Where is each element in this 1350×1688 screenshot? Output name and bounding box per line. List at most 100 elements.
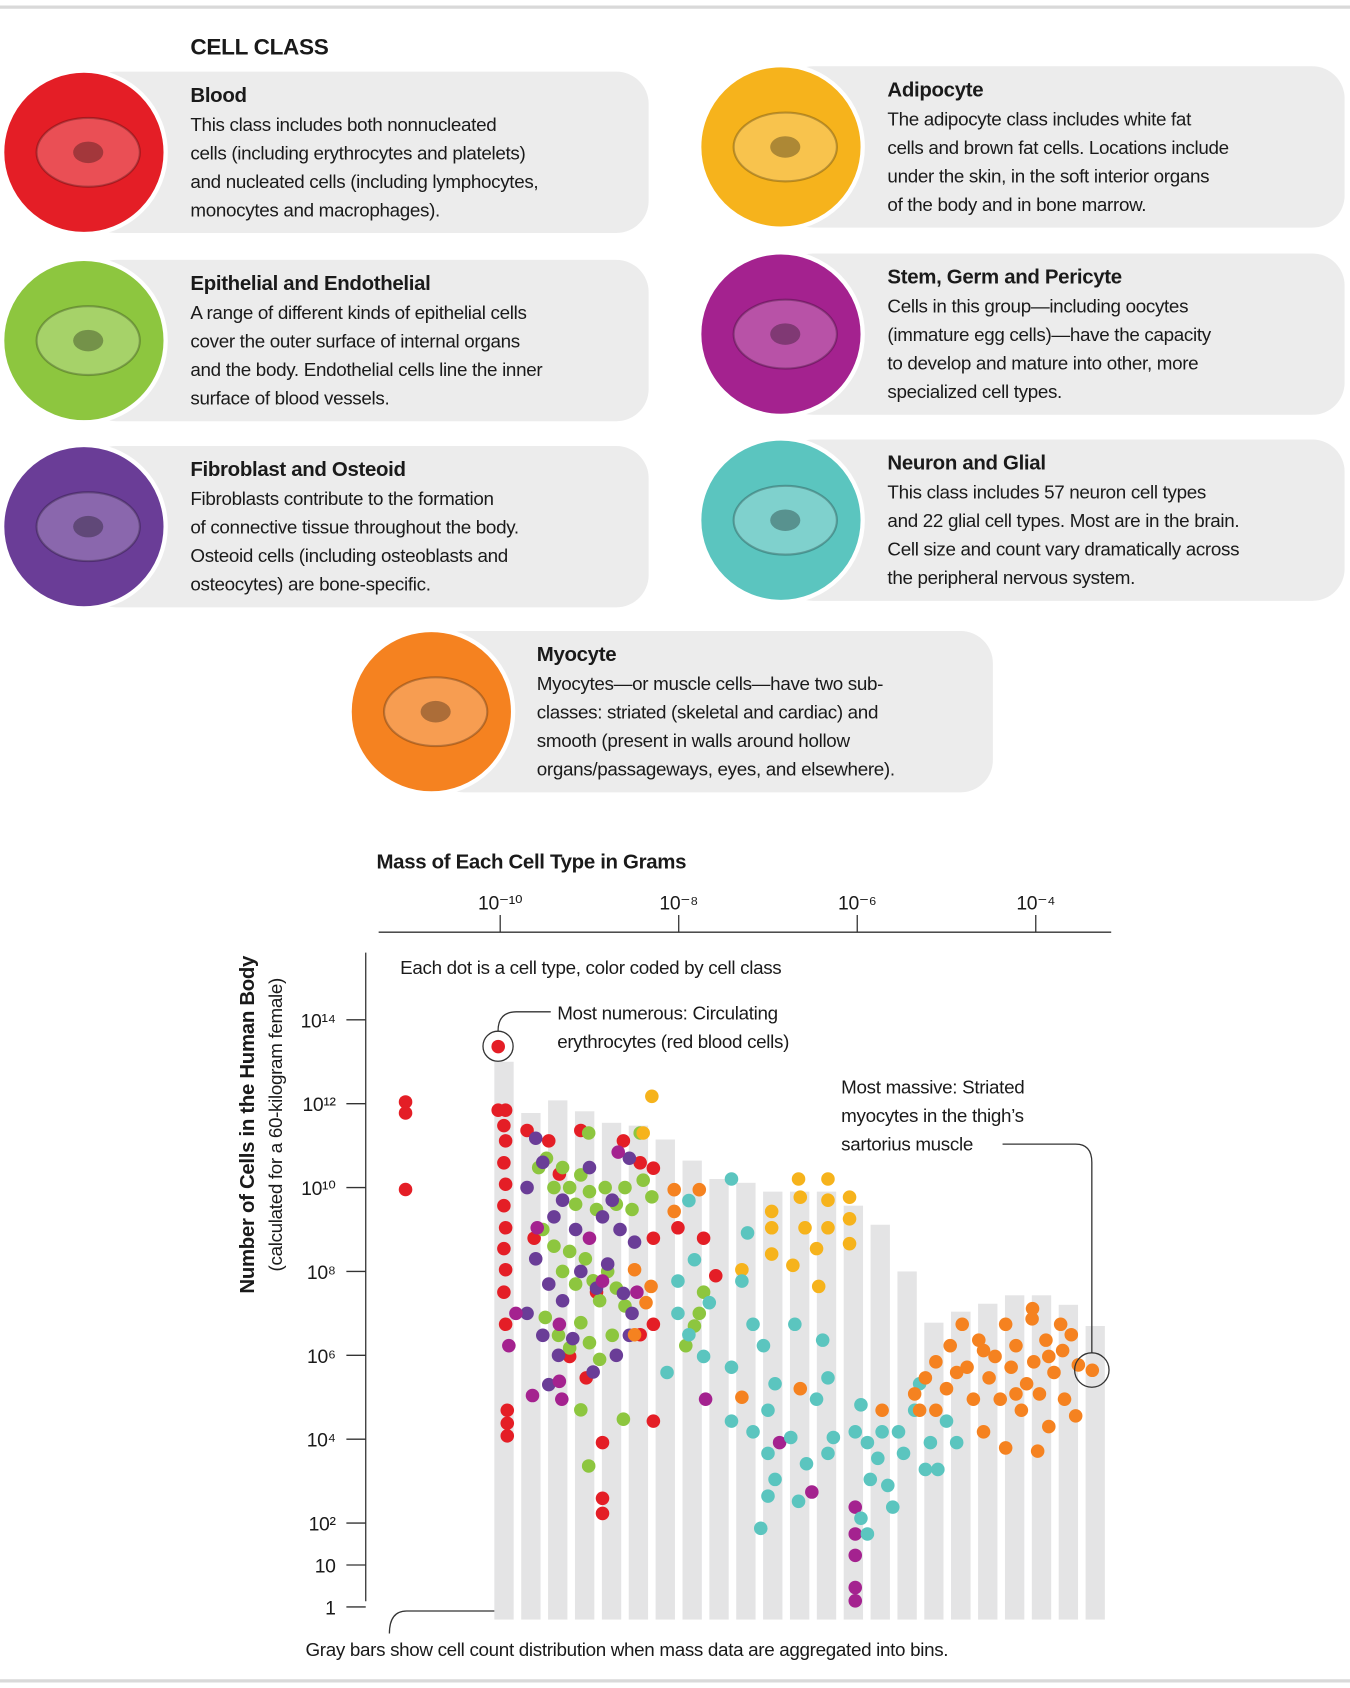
panel-text: specialized cell types. [887, 381, 1062, 402]
cell-type-dot [581, 1459, 596, 1473]
cell-type-dot [918, 1371, 933, 1385]
cell-type-dot [502, 1338, 516, 1353]
annotation-leader [497, 1011, 551, 1032]
chart: Mass of Each Cell Type in Grams Each dot… [237, 852, 1112, 1660]
y-tick-label: 10¹² [302, 1094, 336, 1116]
cell-type-dot [541, 1377, 556, 1392]
cell-type-dot [698, 1392, 713, 1406]
cell-type-dot [618, 1180, 632, 1195]
cell-type-dot [1042, 1349, 1056, 1364]
y-tick-label: 10⁶ [307, 1346, 336, 1368]
panel-text: cover the outer surface of internal orga… [190, 331, 519, 352]
annotation: sartorius muscle [841, 1134, 973, 1155]
cell-type-dot [1047, 1365, 1061, 1380]
panel-title: Fibroblast and Osteoid [190, 459, 405, 481]
cell-type-dot [1053, 1317, 1068, 1332]
cell-type-dot [768, 1472, 782, 1487]
cell-type-dot [1068, 1409, 1083, 1423]
panel-box [83, 445, 649, 608]
cell-type-dot [788, 1317, 802, 1332]
cell-type-dot [1009, 1387, 1023, 1401]
footnote: Gray bars show cell count distribution w… [305, 1639, 948, 1660]
icon-cell [732, 298, 838, 370]
cell-type-dot [848, 1580, 863, 1595]
cell-type-dot [768, 1376, 782, 1391]
cell-type-dot [805, 1485, 819, 1499]
panel-text: monocytes and macrophages). [190, 199, 440, 220]
cell-type-dot [1055, 1343, 1070, 1358]
legend-panel: Stem, Germ and Pericyte Cells in this gro… [697, 250, 1345, 419]
cell-type-dot [528, 1252, 543, 1266]
cell-type-dot [955, 1317, 969, 1332]
cell-type-dot [605, 1193, 620, 1207]
cell-type-dot [538, 1310, 553, 1325]
panel-text: of connective tissue throughout the body… [190, 517, 518, 538]
cell-type-dot [636, 1173, 650, 1187]
cell-type-dot [923, 1435, 938, 1450]
cell-type-dot [1014, 1403, 1029, 1418]
cell-type-dot [630, 1285, 644, 1299]
cell-type-dot [595, 1274, 610, 1288]
cell-type-dot [1039, 1333, 1053, 1347]
cell-type-dot [622, 1151, 637, 1166]
cell-type-dot [842, 1212, 857, 1226]
bin-bar [951, 1311, 971, 1620]
cell-type-dot [527, 1231, 541, 1246]
cell-type-dot [854, 1511, 868, 1526]
panel-text: and nucleated cells (including lymphocyt… [190, 171, 538, 192]
cell-type-dot [854, 1398, 868, 1412]
cell-type-dot [786, 1258, 800, 1273]
cell-type-dot [525, 1388, 540, 1403]
class-icon [697, 63, 865, 231]
cell-type-dot [671, 1274, 685, 1288]
icon-cell [732, 111, 838, 183]
cell-type-dot [848, 1548, 863, 1563]
cell-type-dot [976, 1343, 991, 1358]
cell-type-dot [520, 1180, 534, 1195]
cell-type-dot [509, 1306, 523, 1321]
cell-type-dot [582, 1184, 597, 1199]
cell-type-dot [687, 1252, 702, 1267]
cell-type-dot [761, 1489, 775, 1503]
icon-nucleus [770, 136, 801, 158]
cell-type-dot [929, 1403, 943, 1418]
cell-type-dot [764, 1204, 779, 1219]
cell-type-dot [398, 1182, 413, 1197]
cell-type-dot [929, 1355, 943, 1369]
panel-title: Blood [190, 85, 246, 107]
cell-type-dot [671, 1221, 685, 1235]
cell-type-dot [646, 1161, 661, 1175]
cell-type-dot [633, 1156, 647, 1170]
cell-type-dot [746, 1425, 760, 1439]
cell-type-dot [724, 1414, 739, 1428]
cell-type-dot [988, 1349, 1002, 1364]
panel-box [83, 71, 649, 234]
cell-type-dot [616, 1134, 631, 1148]
cell-type-dot [761, 1446, 775, 1461]
cell-type-dot [809, 1392, 824, 1406]
cell-type-dot [667, 1182, 681, 1197]
bin-bar [1085, 1326, 1105, 1620]
cell-type-dot [660, 1365, 674, 1380]
panel-title: Stem, Germ and Pericyte [887, 267, 1121, 289]
cell-type-dot [498, 1221, 513, 1235]
bin-bar [897, 1271, 917, 1620]
cell-type-dot [498, 1317, 513, 1332]
legend-panels: Blood This class includes both nonnucleat… [0, 63, 1345, 796]
legend-panel: Myocyte Myocytes—or muscle cells—have two… [347, 627, 993, 796]
panel-text: to develop and mature into other, more [887, 353, 1198, 374]
y-tick-label: 10⁴ [307, 1430, 336, 1452]
cell-type-dot [891, 1425, 906, 1439]
cell-type-dot [671, 1306, 685, 1321]
class-icon [697, 250, 865, 419]
panel-text: smooth (present in walls around hollow [537, 730, 851, 751]
cell-type-dot [949, 1435, 964, 1450]
cell-type-dot [609, 1348, 624, 1363]
cell-type-dot [547, 1180, 561, 1195]
cell-type-dot [562, 1180, 577, 1195]
legend-panel: Fibroblast and Osteoid Fibroblasts contri… [0, 442, 649, 611]
cell-type-dot [848, 1527, 863, 1541]
cell-type-dot [896, 1446, 911, 1461]
panel-text: Cells in this group—including oocytes [887, 296, 1188, 317]
cell-type-dot [848, 1500, 863, 1514]
